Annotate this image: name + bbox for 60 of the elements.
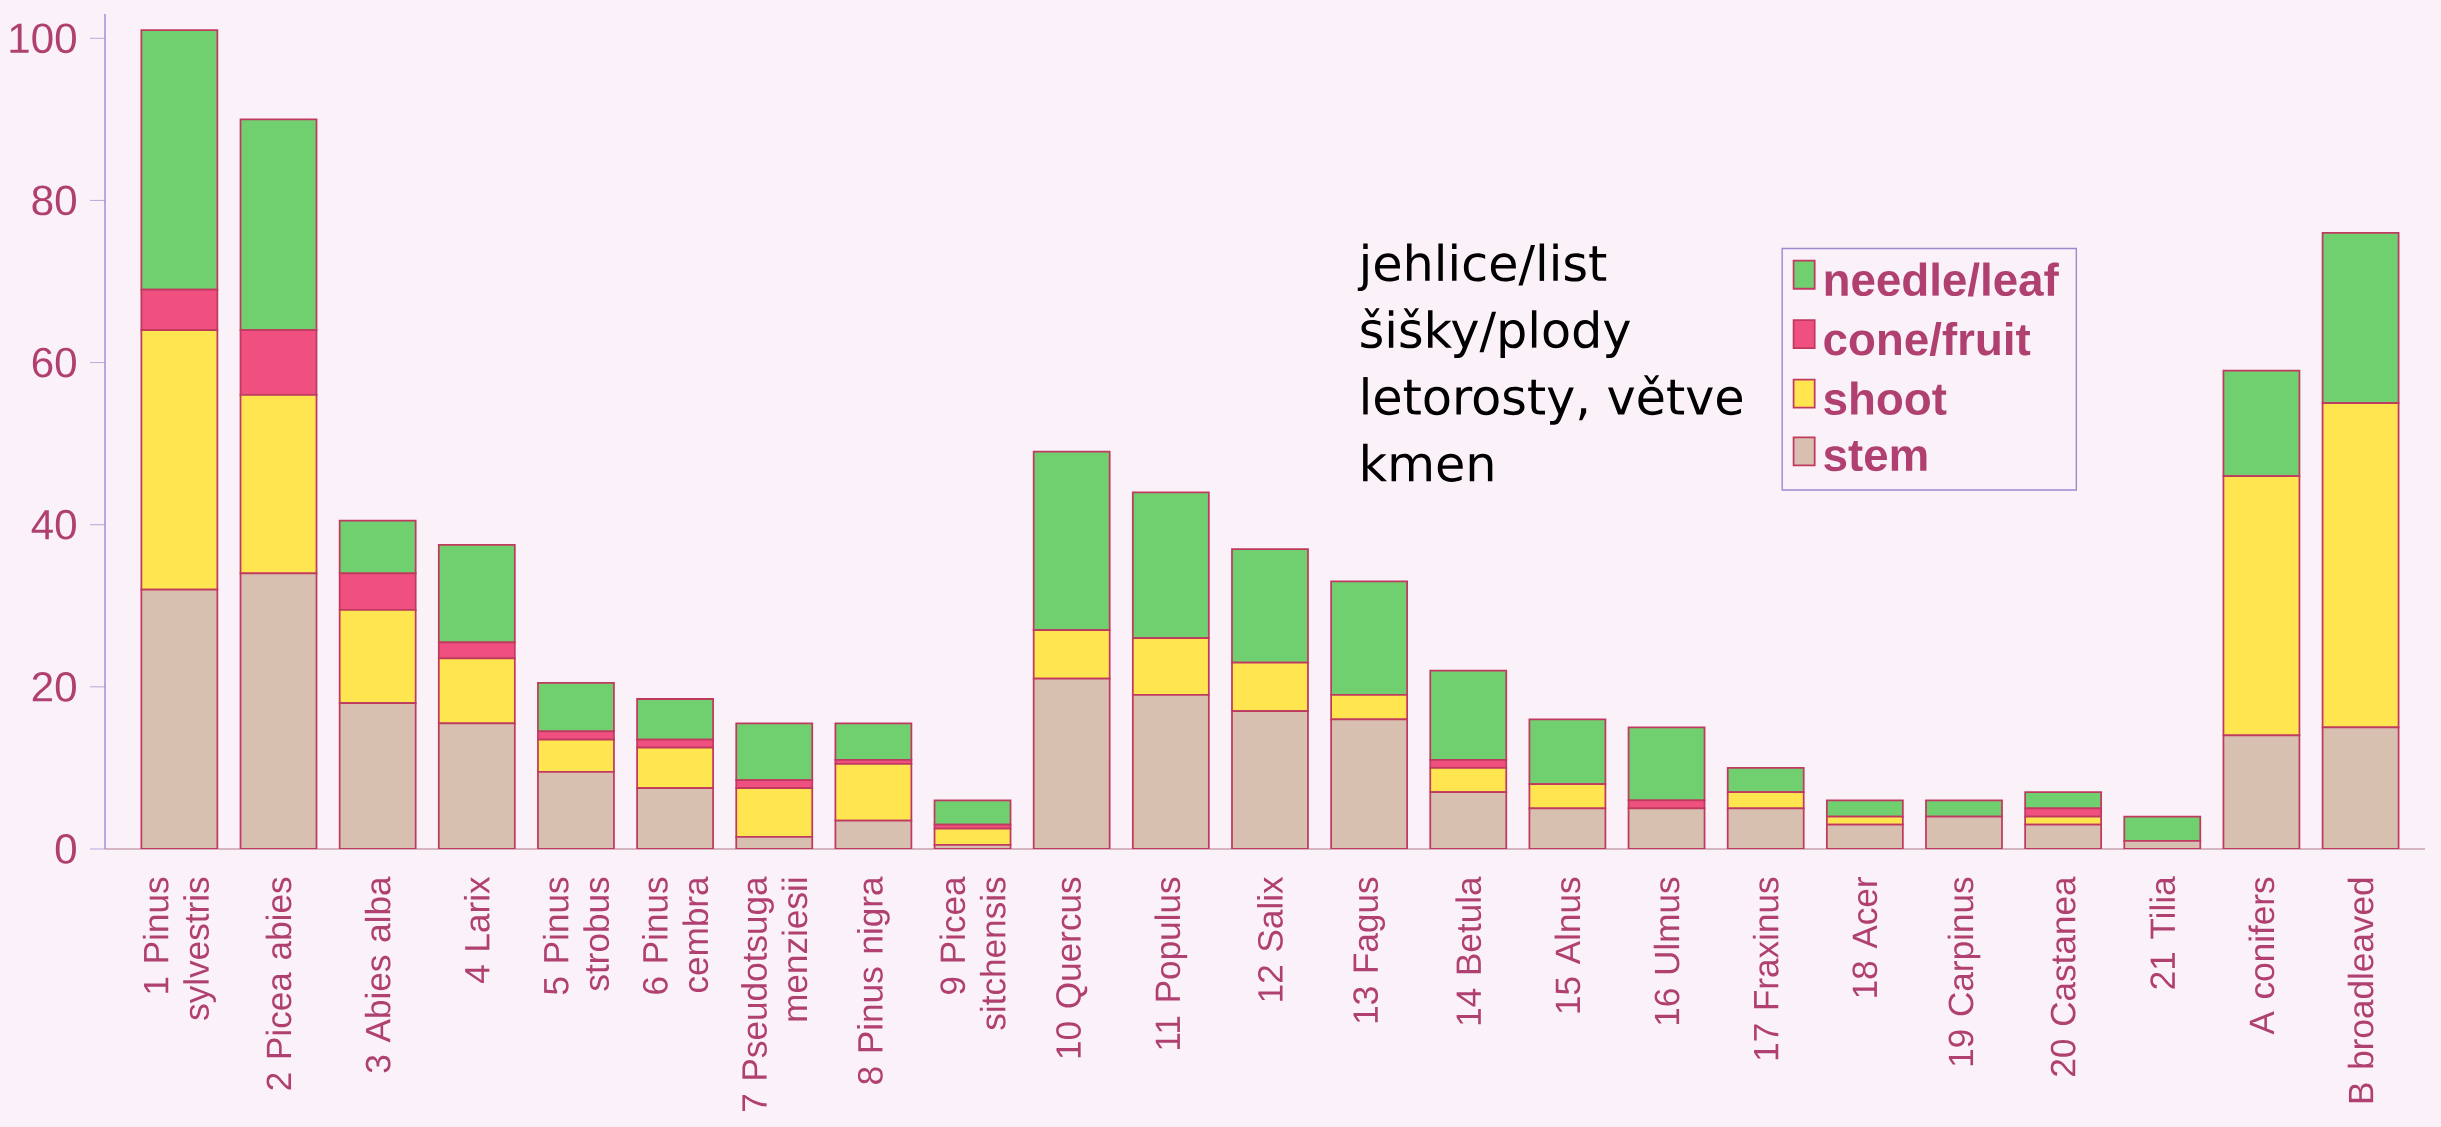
- x-tick-label: 9 Picea sitchensis: [939, 876, 1006, 1030]
- x-tick-label: 4 Larix: [463, 876, 490, 984]
- y-tick-label: 40: [31, 509, 76, 540]
- annotation: jehlice/list: [1357, 243, 1607, 292]
- bar: [834, 762, 913, 822]
- x-tick-label: 8 Pinus nigra: [857, 876, 890, 1084]
- y-tick-label: 60: [32, 347, 76, 378]
- y-tick-label: 0: [55, 834, 76, 864]
- x-tick-label: 18 Acer: [1852, 877, 1878, 997]
- bar: [437, 722, 516, 849]
- x-tick-label: A conifers: [2248, 877, 2275, 1035]
- x-tick-label: 11 Populus: [1154, 877, 1188, 1049]
- bar: [2123, 815, 2202, 842]
- bar: [1131, 694, 1210, 849]
- legend-label: needle/leaf: [1825, 262, 2059, 297]
- x-tick-label: 6 Pinus cembra: [641, 876, 709, 994]
- bar: [2321, 726, 2400, 849]
- legend-label: stem: [1824, 440, 1927, 472]
- x-tick-label: 3 Abies alba: [364, 876, 391, 1073]
- y-tick-label: 100: [10, 23, 76, 54]
- annotation: šišky/plody: [1361, 308, 1631, 358]
- x-tick-label: 16 Ulmus: [1653, 877, 1680, 1025]
- x-tick-label: 20 Castanea: [2050, 876, 2076, 1076]
- bar: [1925, 799, 2003, 818]
- bar: [834, 819, 913, 849]
- x-tick-label: B broadleaved: [2347, 878, 2374, 1103]
- bar: [2222, 734, 2301, 849]
- bar: [933, 799, 1012, 826]
- x-tick-label: 13 Fagus: [1353, 877, 1386, 1023]
- annotation: letorosty, větve: [1363, 375, 1742, 425]
- x-tick-label: 10 Quercus: [1056, 877, 1088, 1058]
- x-tick-label: 17 Fraxinus: [1752, 877, 1779, 1060]
- bar: [834, 722, 913, 761]
- x-tick-label: 7 Pseudotsuga menziesii: [741, 876, 808, 1112]
- bar: [1627, 807, 1706, 849]
- bar: [1726, 807, 1805, 849]
- bar: [1032, 677, 1111, 849]
- bar: [636, 787, 714, 849]
- x-tick-label: 19 Carpinus: [1947, 877, 1981, 1066]
- x-tick-label: 12 Salix: [1257, 876, 1283, 1001]
- bar: [1429, 791, 1508, 849]
- bar: [1925, 815, 2003, 849]
- bar: [1330, 718, 1408, 849]
- x-tick-label: 21 Tilia: [2149, 876, 2176, 989]
- bar: [239, 572, 318, 849]
- x-tick-label: 2 Picea abies: [265, 877, 292, 1090]
- x-tick-label: 15 Alnus: [1554, 877, 1581, 1013]
- x-tick-label: 14 Betula: [1455, 876, 1482, 1025]
- bar: [1231, 710, 1309, 849]
- x-tick-label: 5 Pinus strobus: [542, 877, 610, 995]
- y-tick-label: 80: [32, 185, 76, 216]
- bar: [338, 702, 417, 849]
- legend-label: cone/fruit: [1824, 322, 2031, 357]
- bar: [1528, 807, 1607, 849]
- y-tick-label: 20: [32, 671, 76, 702]
- x-tick-label: 1 Pinus sylvestris: [142, 877, 216, 1020]
- legend-label: shoot: [1824, 381, 1947, 416]
- annotation: kmen: [1363, 443, 1493, 482]
- bar: [140, 588, 219, 849]
- bar: [537, 771, 615, 849]
